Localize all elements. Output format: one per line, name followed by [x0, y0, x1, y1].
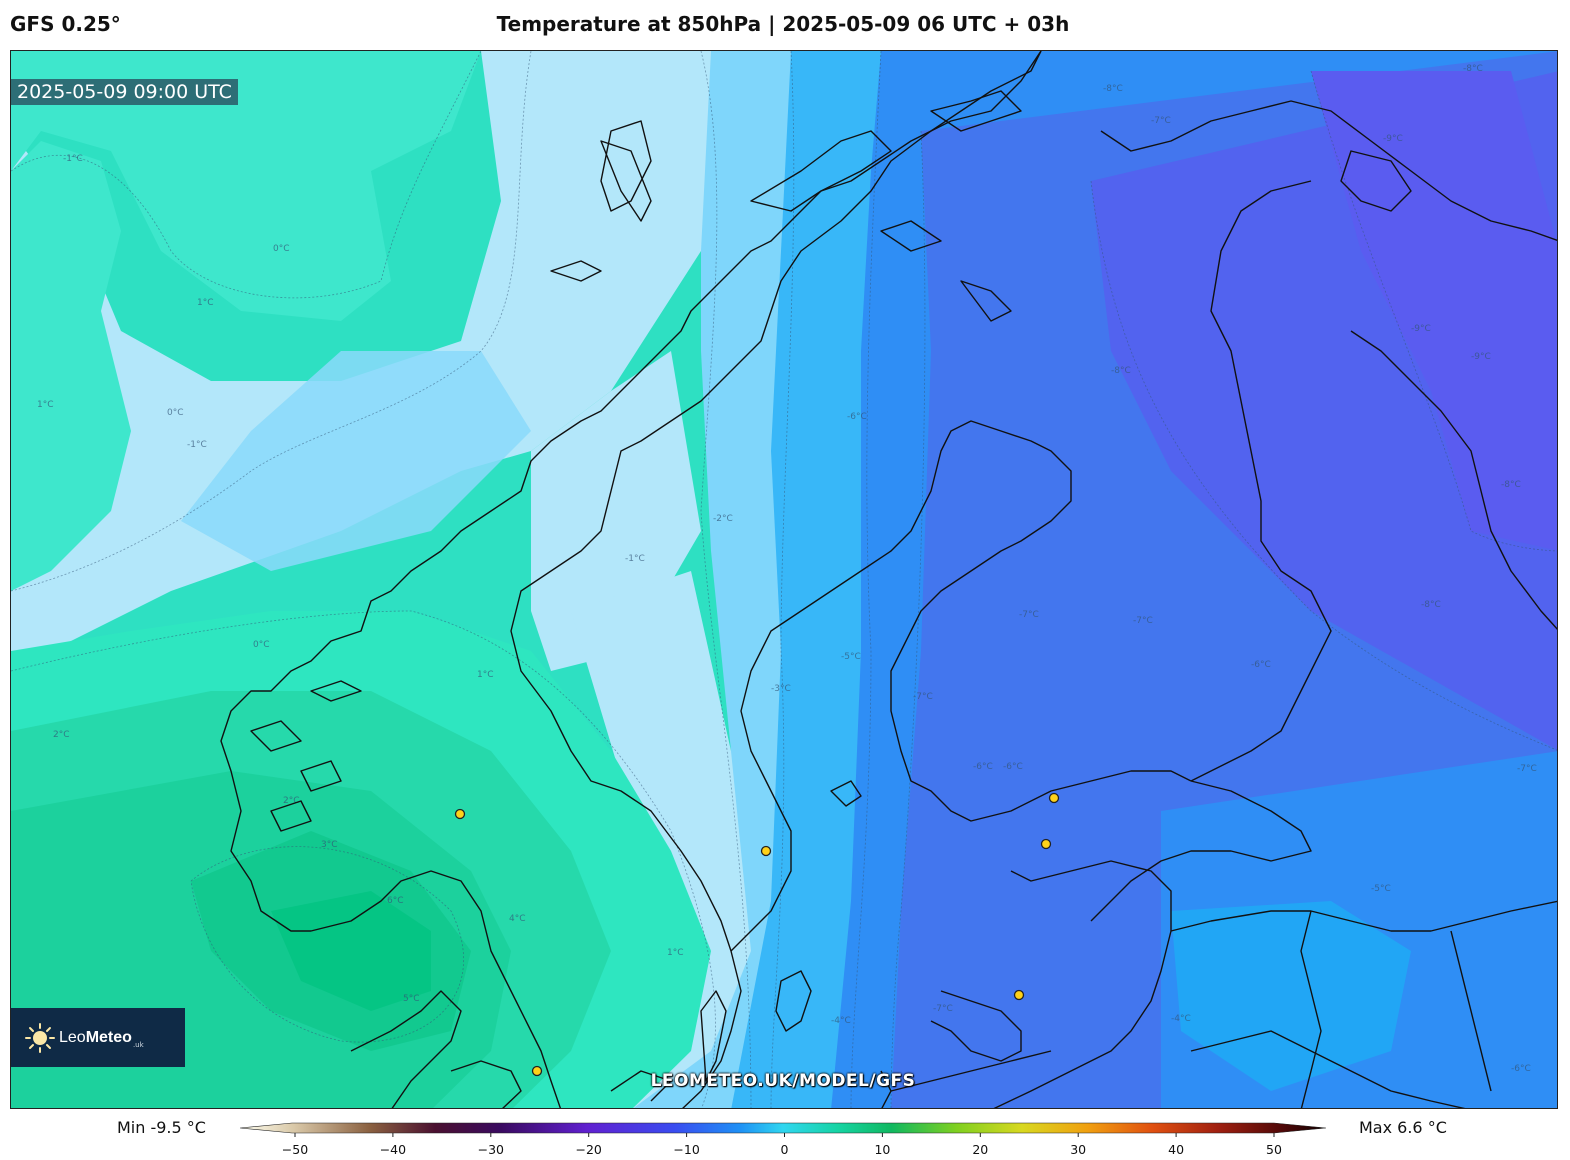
- colorbar-tick-label: −40: [380, 1142, 406, 1157]
- coastline: [220, 51, 1557, 1108]
- contour-label: -1°C: [63, 154, 83, 164]
- leometeo-logo[interactable]: LeoMeteo .uk: [11, 1008, 185, 1067]
- contour-label: -1°C: [625, 554, 645, 564]
- contour-label: -2°C: [713, 514, 733, 524]
- contour-label: -6°C: [1003, 762, 1023, 772]
- colorbar-tick-label: 20: [972, 1142, 988, 1157]
- watermark-url: LEOMETEO.UK/MODEL/GFS: [650, 1071, 916, 1091]
- contour-label: 1°C: [197, 298, 214, 308]
- contour-label: 0°C: [273, 244, 290, 254]
- model-name: GFS 0.25°: [10, 12, 121, 36]
- colorbar-tick-label: 10: [874, 1142, 890, 1157]
- contour-label: 2°C: [283, 796, 300, 806]
- map-panel[interactable]: -1°C 0°C 1°C 1°C 0°C -1°C -2°C -1°C 1°C …: [10, 50, 1558, 1109]
- colorbar-tick-label: −30: [478, 1142, 504, 1157]
- sun-icon: [25, 1022, 55, 1053]
- contour-label: -8°C: [1421, 600, 1441, 610]
- logo-name-light: Leo: [59, 1028, 86, 1046]
- logo-name-bold: Meteo: [85, 1028, 132, 1046]
- city-dot[interactable]: [1048, 792, 1060, 804]
- city-dot[interactable]: [454, 808, 466, 820]
- chart-title: Temperature at 850hPa | 2025-05-09 06 UT…: [496, 12, 1070, 36]
- contour-label: -7°C: [933, 1004, 953, 1014]
- contour-label: -7°C: [1019, 610, 1039, 620]
- colorbar-tick-label: 40: [1168, 1142, 1184, 1157]
- contour-label: -7°C: [1517, 764, 1537, 774]
- min-temperature-label: Min -9.5 °C: [117, 1118, 206, 1137]
- city-dot[interactable]: [1013, 989, 1025, 1001]
- city-dot[interactable]: [1040, 838, 1052, 850]
- contour-label: -8°C: [1103, 84, 1123, 94]
- contour-label: 6°C: [387, 896, 404, 906]
- contour-label: -7°C: [1133, 616, 1153, 626]
- contour-label: -8°C: [1501, 480, 1521, 490]
- contour-label: -4°C: [831, 1016, 851, 1026]
- city-dot[interactable]: [531, 1065, 543, 1077]
- logo-suffix: .uk: [132, 1041, 144, 1049]
- contour-label: -9°C: [1411, 324, 1431, 334]
- city-dot[interactable]: [760, 845, 772, 857]
- city-markers: [454, 792, 1060, 1077]
- contour-label: 0°C: [253, 640, 270, 650]
- contour-label: 2°C: [53, 730, 70, 740]
- contour-label: -7°C: [913, 692, 933, 702]
- logo-text: LeoMeteo: [59, 1029, 132, 1047]
- temperature-field: -1°C 0°C 1°C 1°C 0°C -1°C -2°C -1°C 1°C …: [11, 51, 1557, 1108]
- contour-label: -7°C: [1151, 116, 1171, 126]
- contour-label: 0°C: [167, 408, 184, 418]
- contour-label: 1°C: [477, 670, 494, 680]
- max-temperature-label: Max 6.6 °C: [1359, 1118, 1447, 1137]
- contour-label: -4°C: [1171, 1014, 1191, 1024]
- colorbar-tick-label: 50: [1266, 1142, 1282, 1157]
- contour-label: -1°C: [187, 440, 207, 450]
- colorbar-tick-label: −20: [576, 1142, 602, 1157]
- contour-label: -5°C: [1371, 884, 1391, 894]
- colorbar-tick-label: −50: [282, 1142, 308, 1157]
- valid-time-badge: 2025-05-09 09:00 UTC: [11, 79, 238, 105]
- colorbar-tick-label: −10: [673, 1142, 699, 1157]
- contour-label: -6°C: [1511, 1064, 1531, 1074]
- contour-label: -9°C: [1471, 352, 1491, 362]
- contour-label: 5°C: [403, 994, 420, 1004]
- colorbar-tick-label: 30: [1070, 1142, 1086, 1157]
- contour-label: -5°C: [841, 652, 861, 662]
- contour-label: -6°C: [973, 762, 993, 772]
- temperature-colorbar: −50 −40 −30 −20 −10 0 10 20 30 40 50: [240, 1122, 1327, 1157]
- contour-label: -8°C: [1111, 366, 1131, 376]
- contour-label: -9°C: [1383, 134, 1403, 144]
- contour-label: -6°C: [1251, 660, 1271, 670]
- contour-label: 1°C: [667, 948, 684, 958]
- contour-label: -6°C: [847, 412, 867, 422]
- contour-label: 3°C: [321, 840, 338, 850]
- colorbar-tick-label: 0: [781, 1142, 789, 1157]
- contour-label: 4°C: [509, 914, 526, 924]
- contour-label: 1°C: [37, 400, 54, 410]
- contour-label: -3°C: [771, 684, 791, 694]
- contour-label: -8°C: [1463, 64, 1483, 74]
